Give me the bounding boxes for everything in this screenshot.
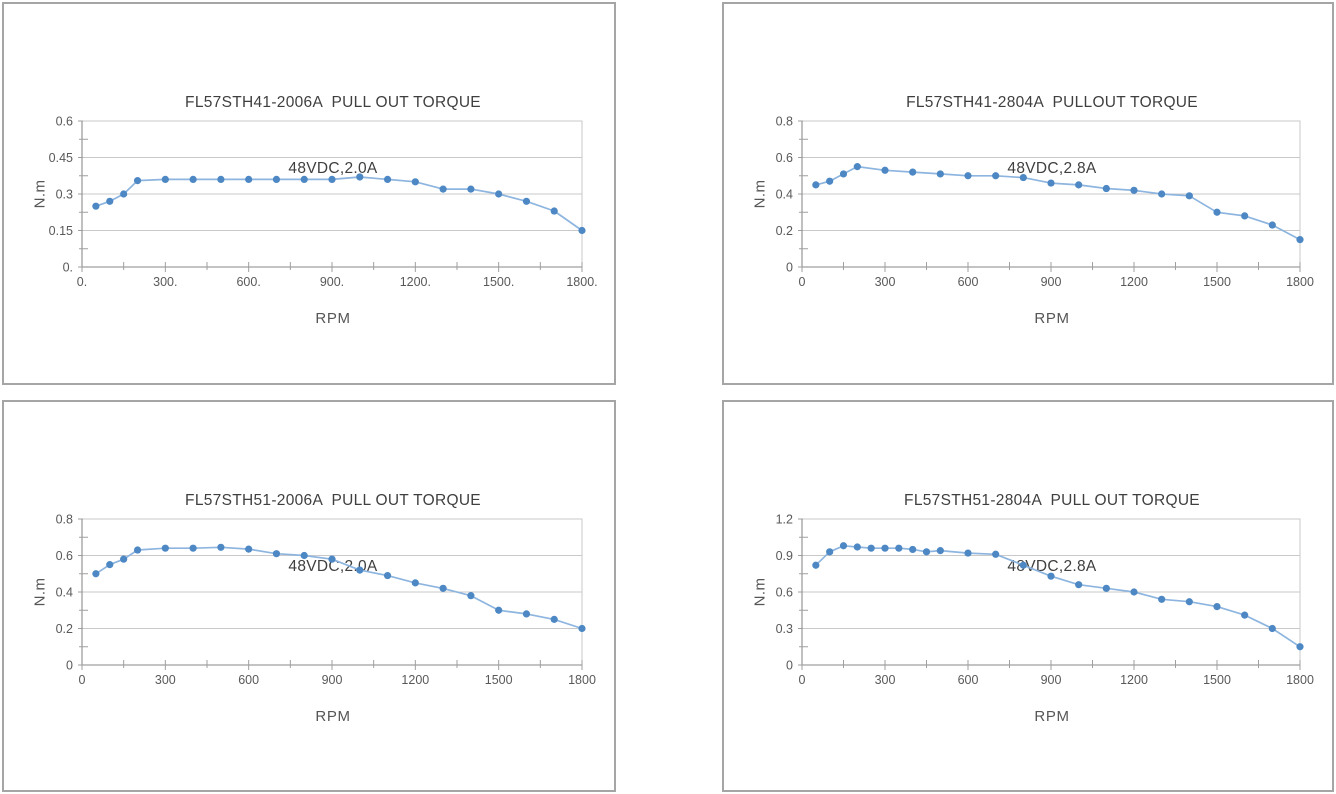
svg-text:0.6: 0.6	[56, 549, 73, 563]
torque-curve-plot: 0. 0.15 0.3 0.45 0.6 0. 300. 600. 900. 1200. 1500.…	[49, 114, 598, 289]
svg-text:1800: 1800	[568, 673, 596, 687]
svg-text:900: 900	[322, 673, 343, 687]
svg-text:1200.: 1200.	[400, 275, 431, 289]
torque-curve-plot: 0 0.3 0.6 0.9 1.2 0 300 600 900 1200 1500 1800	[776, 512, 1314, 687]
svg-text:0.4: 0.4	[776, 187, 793, 201]
svg-text:0: 0	[786, 260, 793, 274]
chart-title-line1: FL57STH51-2006A PULL OUT TORQUE	[185, 492, 481, 509]
svg-text:1500: 1500	[1203, 673, 1231, 687]
svg-text:1500.: 1500.	[483, 275, 514, 289]
chart-title: FL57STH41-2006A PULL OUT TORQUE 48VDC,2.…	[82, 48, 584, 224]
svg-text:600.: 600.	[236, 275, 260, 289]
svg-text:1200: 1200	[1120, 275, 1148, 289]
svg-text:0.45: 0.45	[49, 151, 73, 165]
svg-text:0.3: 0.3	[56, 187, 73, 201]
chart-title: FL57STH41-2804A PULLOUT TORQUE 48VDC,2.8…	[802, 48, 1302, 224]
svg-text:0.3: 0.3	[776, 622, 793, 636]
svg-text:1800: 1800	[1286, 275, 1314, 289]
svg-text:1.2: 1.2	[776, 512, 793, 526]
svg-text:300.: 300.	[153, 275, 177, 289]
chart-title-line2: 48VDC,2.0A	[288, 160, 378, 177]
svg-text:900.: 900.	[320, 275, 344, 289]
svg-text:1200: 1200	[1120, 673, 1148, 687]
svg-text:300: 300	[155, 673, 176, 687]
chart-panel: FL57STH41-2804A PULLOUT TORQUE 48VDC,2.8…	[722, 2, 1334, 385]
torque-curve-plot: 0 0.2 0.4 0.6 0.8 0 300 600 900 1200 1500 1800	[56, 512, 596, 687]
svg-text:0.4: 0.4	[56, 585, 73, 599]
svg-text:0.: 0.	[77, 275, 87, 289]
svg-text:600: 600	[238, 673, 259, 687]
x-axis-label: RPM	[315, 310, 351, 327]
svg-text:0.2: 0.2	[776, 224, 793, 238]
svg-text:1800.: 1800.	[566, 275, 597, 289]
svg-text:0.: 0.	[63, 260, 73, 274]
torque-curve-plot: 0 0.2 0.4 0.6 0.8 0 300 600 900 1200 1500 1800	[776, 114, 1314, 289]
chart-title: FL57STH51-2006A PULL OUT TORQUE 48VDC,2.…	[82, 446, 584, 622]
svg-text:1800: 1800	[1286, 673, 1314, 687]
svg-text:0.8: 0.8	[776, 114, 793, 128]
svg-text:0: 0	[66, 658, 73, 672]
svg-text:1200: 1200	[401, 673, 429, 687]
x-axis-label: RPM	[1034, 708, 1070, 725]
svg-text:1500: 1500	[1203, 275, 1231, 289]
chart-title: FL57STH51-2804A PULL OUT TORQUE 48VDC,2.…	[802, 446, 1302, 622]
svg-text:0.6: 0.6	[776, 585, 793, 599]
svg-text:0.8: 0.8	[56, 512, 73, 526]
svg-text:0: 0	[79, 673, 86, 687]
x-axis-label: RPM	[1034, 310, 1070, 327]
chart-title-line2: 48VDC,2.0A	[288, 558, 378, 575]
chart-title-line1: FL57STH41-2006A PULL OUT TORQUE	[185, 94, 481, 111]
chart-panel: FL57STH51-2006A PULL OUT TORQUE 48VDC,2.…	[2, 400, 616, 792]
svg-text:900: 900	[1041, 275, 1062, 289]
chart-panel: FL57STH41-2006A PULL OUT TORQUE 48VDC,2.…	[2, 2, 616, 385]
chart-title-line2: 48VDC,2.8A	[1007, 160, 1097, 177]
chart-title-line1: FL57STH51-2804A PULL OUT TORQUE	[904, 492, 1200, 509]
svg-text:600: 600	[958, 673, 979, 687]
svg-text:0: 0	[799, 275, 806, 289]
svg-text:0.2: 0.2	[56, 622, 73, 636]
svg-text:1500: 1500	[485, 673, 513, 687]
svg-text:0.6: 0.6	[56, 114, 73, 128]
chart-panel: FL57STH51-2804A PULL OUT TORQUE 48VDC,2.…	[722, 400, 1334, 792]
chart-title-line2: 48VDC,2.8A	[1007, 558, 1097, 575]
svg-text:0.6: 0.6	[776, 151, 793, 165]
svg-text:0.9: 0.9	[776, 549, 793, 563]
svg-text:300: 300	[875, 673, 896, 687]
svg-text:0: 0	[786, 658, 793, 672]
svg-text:0: 0	[799, 673, 806, 687]
svg-text:900: 900	[1041, 673, 1062, 687]
svg-text:300: 300	[875, 275, 896, 289]
svg-text:600: 600	[958, 275, 979, 289]
svg-text:0.15: 0.15	[49, 224, 73, 238]
x-axis-label: RPM	[315, 708, 351, 725]
chart-title-line1: FL57STH41-2804A PULLOUT TORQUE	[906, 94, 1198, 111]
